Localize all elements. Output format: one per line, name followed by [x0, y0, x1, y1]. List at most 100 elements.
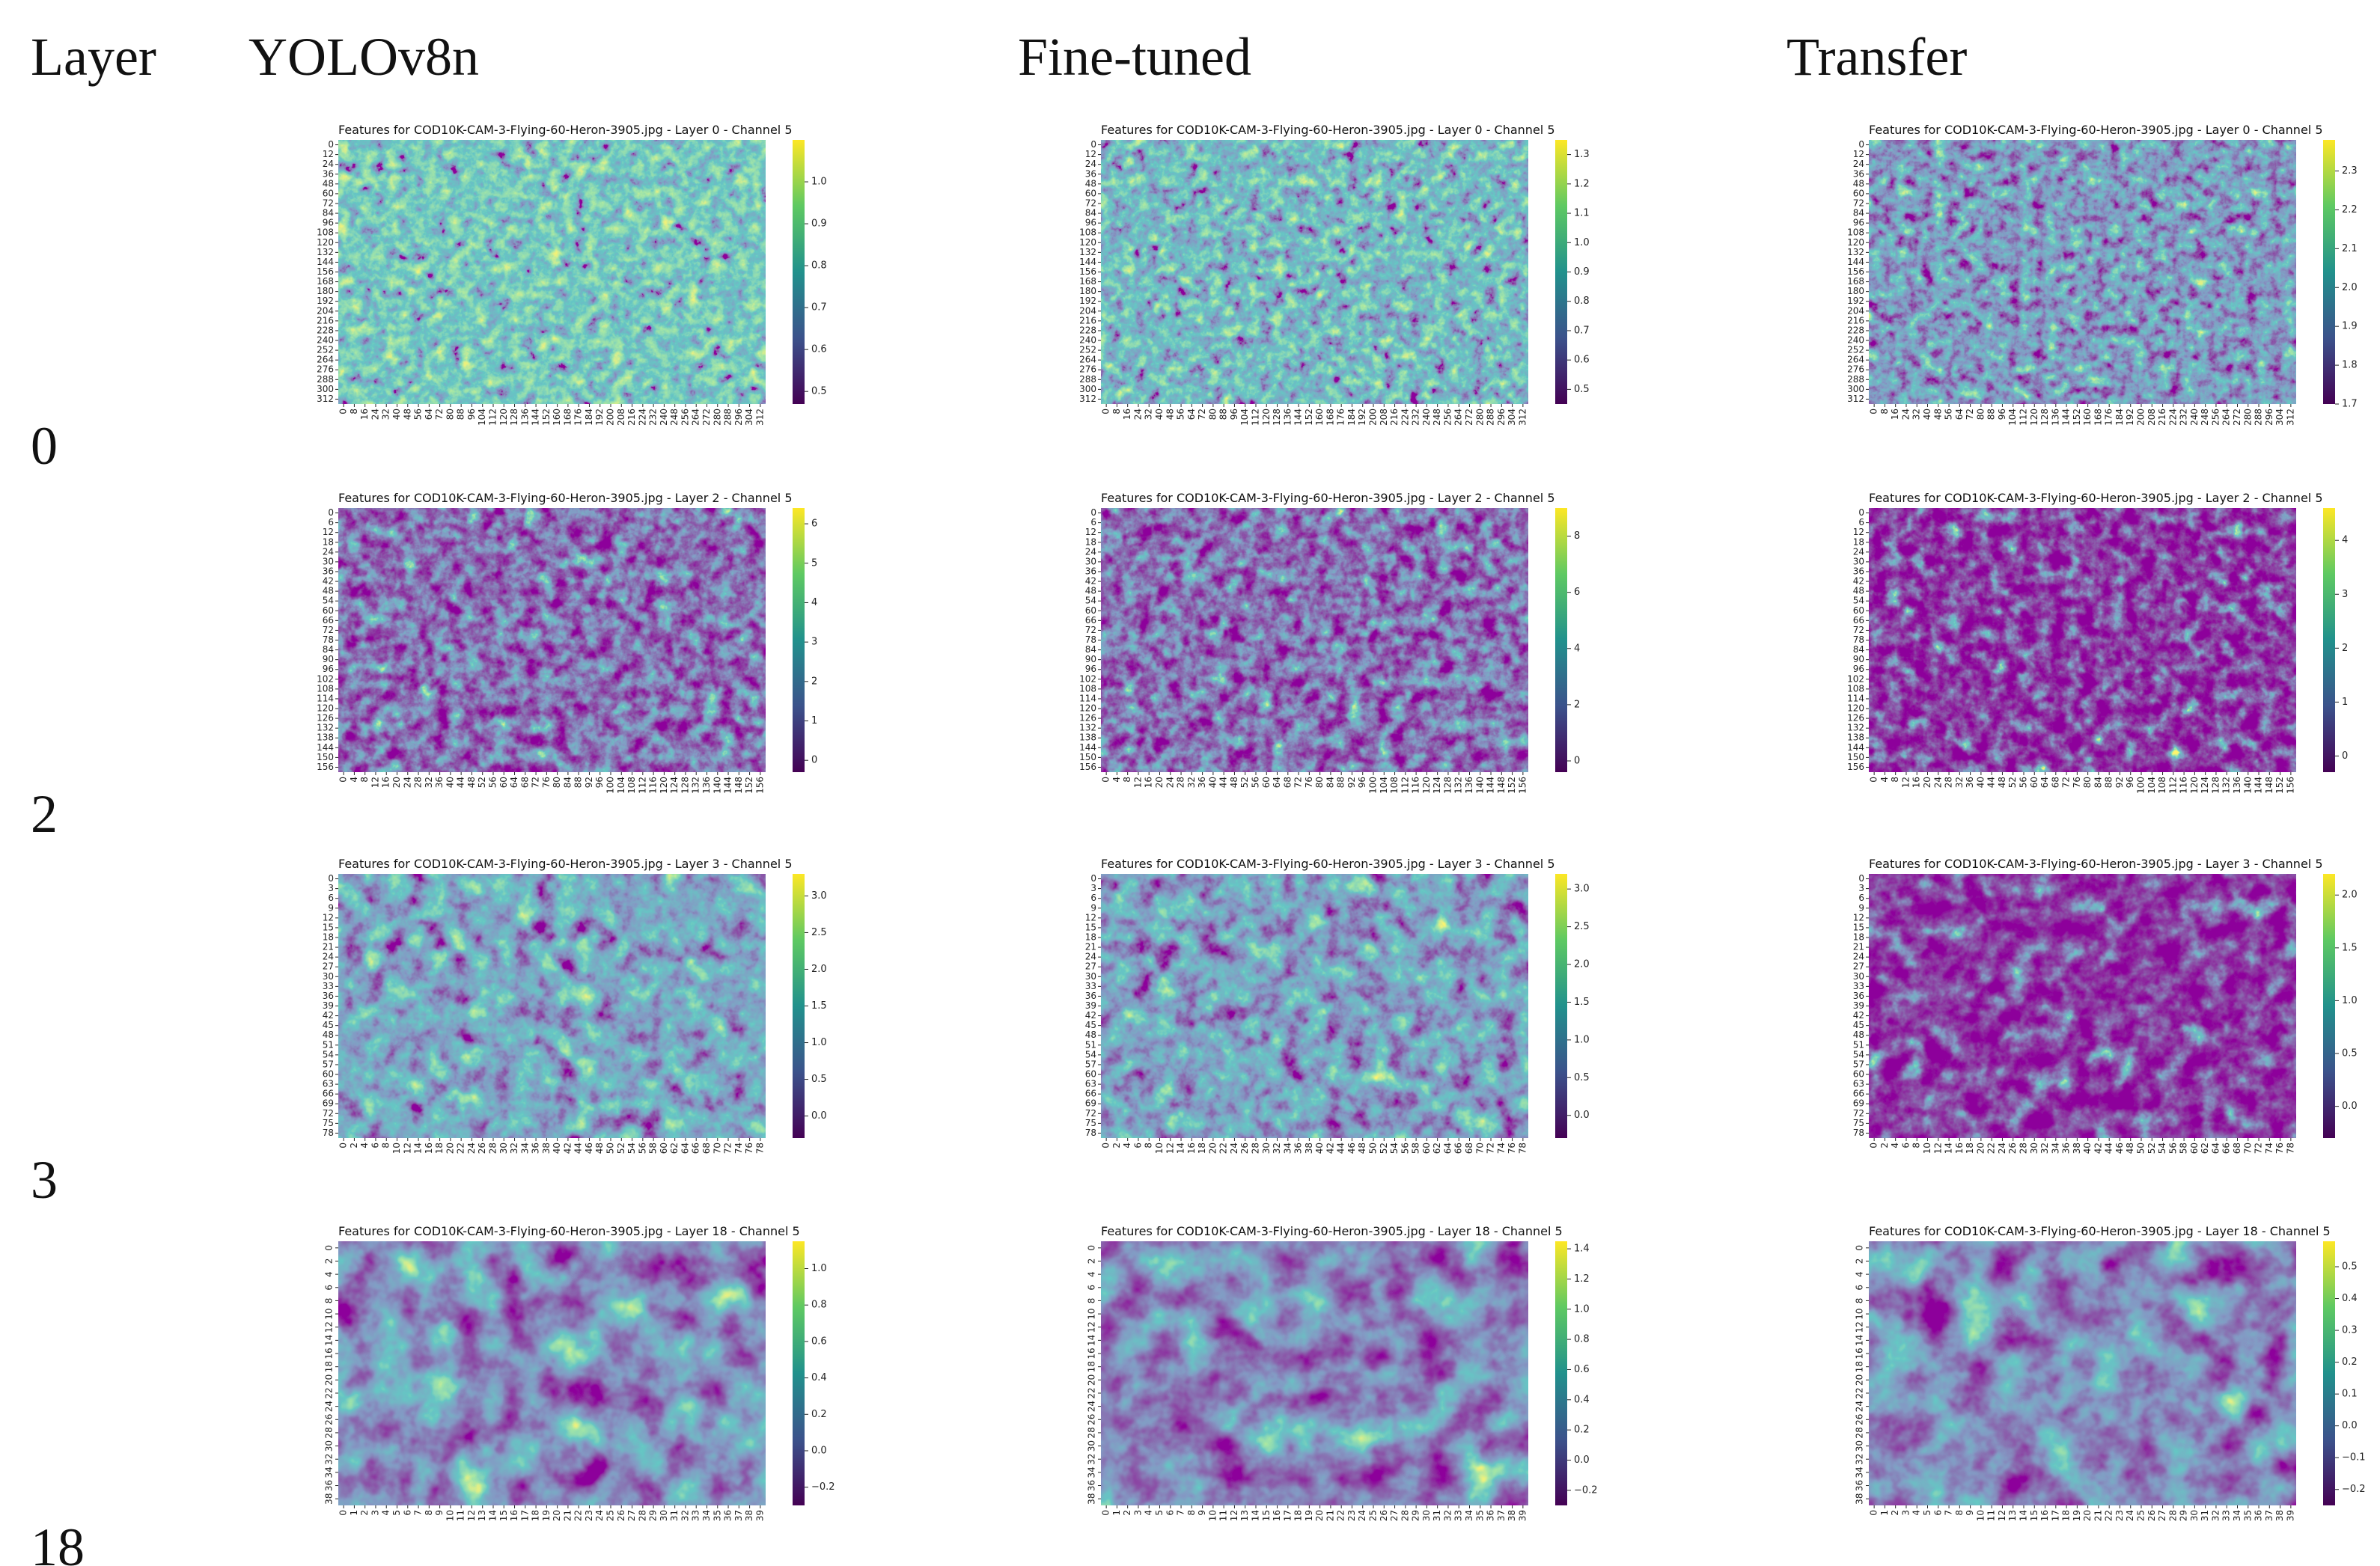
y-tick-label: 15: [1085, 922, 1096, 932]
y-tick-label: 36: [324, 1480, 335, 1491]
y-tick-label: 138: [317, 732, 334, 743]
colorbar-tick-label: 0.7: [811, 302, 827, 313]
x-tick-label: 21: [1325, 1510, 1335, 1521]
y-tick-label: 24: [1853, 546, 1864, 557]
x-tick-label: 39: [2285, 1510, 2295, 1521]
y-tick-label: 84: [323, 644, 334, 655]
x-tick-label: 6: [1900, 1143, 1911, 1148]
y-tick-label: 2: [1087, 1258, 1097, 1264]
x-tick-label: 208: [1379, 409, 1389, 426]
x-tick-label: 96: [466, 409, 477, 420]
x-tick-label: 72: [531, 777, 541, 788]
x-tick-label: 208: [616, 409, 626, 426]
y-tick-label: 90: [323, 654, 334, 664]
x-tick-label: 24: [1165, 777, 1175, 788]
y-tick-label: 66: [323, 1089, 334, 1099]
x-tick-label: 84: [2093, 777, 2103, 788]
y-tick-label: 156: [1079, 762, 1096, 772]
x-tick-label: 18: [1293, 1510, 1304, 1521]
y-tick-label: 228: [1847, 325, 1864, 335]
y-tick-label: 27: [323, 961, 334, 972]
x-tick-label: 14: [1176, 1143, 1186, 1154]
x-tick-label: 76: [541, 777, 552, 788]
y-tick-label: 8: [1087, 1298, 1097, 1304]
colorbar-tick-label: 1.0: [811, 1263, 827, 1274]
x-tick-label: 312: [2285, 409, 2295, 426]
x-tick-label: 44: [456, 777, 466, 788]
y-tick-label: 33: [1853, 981, 1864, 991]
heatmap: [338, 1241, 766, 1505]
x-tick-label: 160: [552, 409, 562, 426]
x-tick-label: 7: [1176, 1510, 1186, 1516]
x-tick-label: 38: [541, 1143, 552, 1154]
x-tick-label: 34: [2232, 1510, 2242, 1521]
x-tick-label: 50: [1368, 1143, 1379, 1154]
y-tick-label: 15: [323, 922, 334, 932]
x-tick-label: 26: [477, 1143, 487, 1154]
y-tick-label: 18: [1085, 932, 1096, 942]
x-tick-label: 96: [1997, 409, 2007, 420]
panel-title: Features for COD10K-CAM-3-Flying-60-Hero…: [1869, 857, 2323, 871]
x-tick-label: 100: [1368, 777, 1379, 794]
x-tick-label: 52: [1379, 1143, 1389, 1154]
x-tick-label: 116: [1411, 777, 1421, 794]
x-tick-label: 40: [1922, 409, 1932, 420]
y-tick-label: 24: [323, 952, 334, 962]
x-tick-label: 64: [1186, 409, 1197, 420]
x-tick-label: 10: [1922, 1143, 1932, 1154]
x-tick-label: 144: [2254, 777, 2264, 794]
x-tick-label: 160: [1314, 409, 1325, 426]
y-tick-label: 72: [1853, 1108, 1864, 1119]
x-tick-label: 62: [1432, 1143, 1442, 1154]
y-tick-label: 6: [1087, 1285, 1097, 1291]
y-tick-label: 54: [1085, 1049, 1096, 1059]
x-tick-label: 20: [1314, 1510, 1325, 1521]
x-tick-label: 48: [1165, 409, 1175, 420]
x-tick-label: 36: [2061, 1143, 2072, 1154]
colorbar-tick-label: 2.0: [1574, 959, 1590, 970]
x-tick-label: 64: [680, 1143, 690, 1154]
y-tick-label: 84: [1085, 644, 1096, 655]
layer-header: Layer: [31, 27, 156, 87]
y-tick-label: 120: [1847, 703, 1864, 714]
y-tick-label: 0: [1855, 1245, 1865, 1251]
x-tick-label: 32: [680, 1510, 690, 1521]
y-tick-label: 150: [1079, 752, 1096, 762]
x-tick-label: 136: [701, 777, 712, 794]
colorbar-tick-label: 1.5: [1574, 997, 1590, 1008]
x-tick-label: 70: [2242, 1143, 2253, 1154]
x-tick-label: 8: [1144, 1143, 1154, 1148]
y-tick-label: 240: [317, 335, 334, 346]
x-tick-label: 136: [519, 409, 530, 426]
x-tick-label: 54: [1389, 1143, 1400, 1154]
y-tick-label: 12: [323, 912, 334, 923]
y-tick-label: 4: [324, 1271, 335, 1277]
row-label: 0: [31, 416, 58, 476]
x-tick-label: 40: [391, 409, 402, 420]
y-tick-label: 26: [324, 1414, 335, 1425]
x-tick-label: 224: [1400, 409, 1410, 426]
colorbar-tick-label: 0.0: [1574, 1110, 1590, 1121]
x-tick-label: 0: [338, 777, 349, 783]
y-tick-label: 0: [1090, 139, 1096, 150]
x-tick-label: 39: [1517, 1510, 1528, 1521]
colorbar-tick-label: 1.2: [1574, 1273, 1590, 1285]
x-tick-label: 112: [637, 777, 647, 794]
x-tick-label: 16: [1890, 409, 1900, 420]
x-tick-label: 168: [562, 409, 573, 426]
x-tick-label: 64: [2039, 777, 2050, 788]
x-tick-label: 56: [1400, 1143, 1410, 1154]
colorbar-tick-label: 0.3: [2342, 1325, 2358, 1336]
x-tick-label: 6: [1132, 1143, 1143, 1148]
x-tick-label: 248: [1432, 409, 1442, 426]
y-tick-label: 24: [324, 1401, 335, 1412]
x-tick-label: 33: [691, 1510, 701, 1521]
colorbar-tick-label: 0.2: [2342, 1357, 2358, 1368]
x-tick-label: 92: [584, 777, 594, 788]
colorbar: [2323, 508, 2335, 772]
y-tick-label: 78: [1085, 1128, 1096, 1138]
x-tick-label: 76: [2274, 1143, 2285, 1154]
x-tick-label: 96: [594, 777, 605, 788]
y-tick-label: 96: [323, 664, 334, 674]
x-tick-label: 36: [531, 1143, 541, 1154]
